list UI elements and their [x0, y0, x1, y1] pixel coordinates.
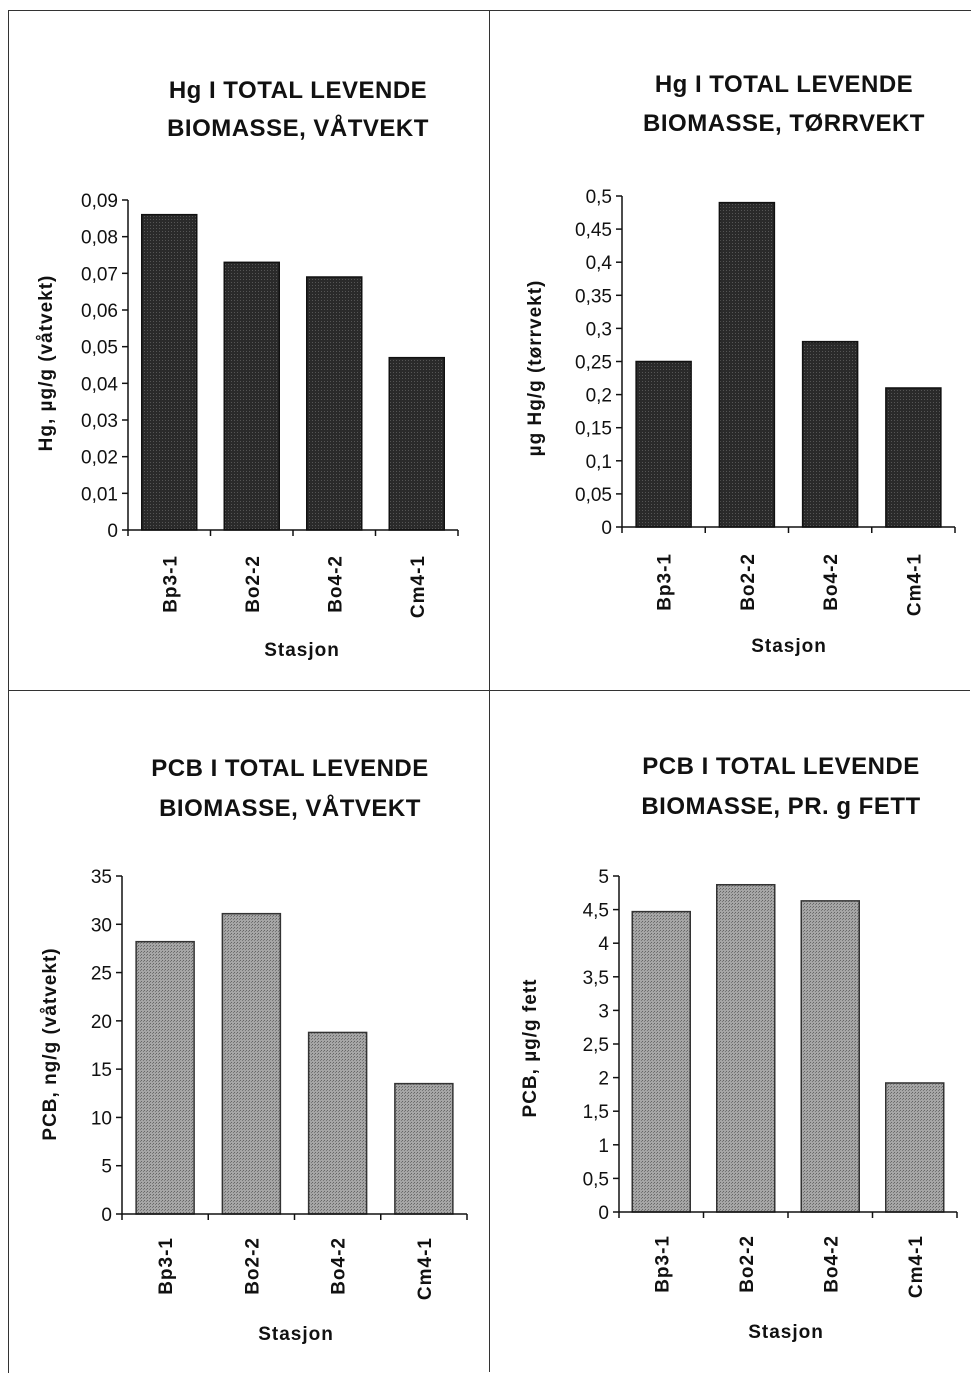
bar-bo2-2 [221, 912, 282, 1215]
y-tick-label: 5 [598, 867, 609, 888]
chart-hg-vatvekt: Hg I TOTAL LEVENDE BIOMASSE, VÅTVEKT Hg,… [36, 77, 459, 661]
y-tick-label: 10 [91, 1108, 112, 1129]
y-tick-label: 0,4 [586, 253, 613, 274]
chart-title-line-1: PCB I TOTAL LEVENDE [151, 755, 429, 782]
y-tick-label: 0,5 [583, 1169, 609, 1190]
y-tick-label: 3 [598, 1001, 609, 1022]
bar-bo4-2 [306, 276, 363, 531]
category-label: Bp3-1 [156, 1237, 177, 1295]
category-label: Bo4-2 [329, 1237, 350, 1295]
y-tick-label: 0,07 [81, 264, 118, 285]
y-tick-label: 0,25 [575, 353, 612, 374]
category-label: Bo4-2 [821, 553, 842, 611]
chart-title-line-2: BIOMASSE, VÅTVEKT [167, 114, 429, 142]
y-tick-label: 0,05 [81, 338, 118, 359]
bar-cm4-1 [394, 1082, 454, 1215]
category-label: Bp3-1 [655, 553, 676, 611]
chart-pcb-fett: PCB I TOTAL LEVENDE BIOMASSE, PR. g FETT… [520, 753, 958, 1343]
y-tick-label: 20 [91, 1012, 112, 1033]
y-tick-label: 4 [598, 934, 609, 955]
y-tick-label: 0,15 [575, 419, 612, 440]
x-axis-label: Stasjon [751, 636, 827, 657]
chart-pcb-vatvekt: PCB I TOTAL LEVENDE BIOMASSE, VÅTVEKT PC… [40, 755, 468, 1345]
chart-hg-torrvekt: Hg I TOTAL LEVENDE BIOMASSE, TØRRVEKT µg… [525, 71, 956, 657]
y-tick-label: 0,03 [81, 411, 118, 432]
y-tick-label: 0,06 [81, 301, 118, 322]
bar-bo2-2 [223, 261, 280, 531]
y-tick-label: 0 [107, 521, 118, 542]
category-label: Bo2-2 [737, 1235, 758, 1293]
y-tick-label: 0,3 [586, 319, 612, 340]
y-axis-label: Hg, µg/g (våtvekt) [36, 275, 57, 452]
category-label: Bo4-2 [325, 555, 346, 613]
chart-title-line-1: Hg I TOTAL LEVENDE [169, 77, 427, 104]
y-tick-label: 0 [101, 1205, 112, 1226]
y-tick-label: 1 [598, 1136, 609, 1157]
y-tick-label: 15 [91, 1060, 112, 1081]
category-label: Bp3-1 [652, 1235, 673, 1293]
category-label: Cm4-1 [408, 555, 429, 618]
y-tick-label: 30 [91, 915, 112, 936]
y-tick-label: 0 [598, 1203, 609, 1224]
y-tick-label: 1,5 [583, 1102, 609, 1123]
chart-title-line-2: BIOMASSE, PR. g FETT [641, 793, 920, 820]
chart-title-line-2: BIOMASSE, VÅTVEKT [159, 794, 421, 822]
bar-bp3-1 [135, 940, 195, 1215]
y-tick-label: 0,1 [586, 452, 612, 473]
y-tick-label: 0,01 [81, 484, 118, 505]
y-axis-label: PCB, µg/g fett [520, 979, 541, 1118]
category-label: Bp3-1 [160, 555, 181, 613]
y-tick-label: 0,2 [586, 386, 612, 407]
y-tick-label: 0,04 [81, 374, 118, 395]
bar-bo4-2 [801, 340, 859, 528]
y-tick-label: 0,08 [81, 228, 118, 249]
bar-bo2-2 [718, 201, 776, 528]
chart-title-line-2: BIOMASSE, TØRRVEKT [643, 110, 925, 137]
category-label: Bo2-2 [242, 1237, 263, 1295]
category-label: Bo2-2 [738, 553, 759, 611]
y-tick-label: 35 [91, 867, 112, 888]
x-axis-label: Stasjon [258, 1324, 334, 1345]
bar-bp3-1 [635, 360, 692, 528]
y-tick-label: 0,45 [575, 220, 612, 241]
panel-divider-horizontal [8, 690, 970, 691]
x-axis-label: Stasjon [748, 1322, 824, 1343]
category-label: Bo2-2 [243, 555, 264, 613]
chart-title-line-1: PCB I TOTAL LEVENDE [642, 753, 920, 780]
bar-cm4-1 [388, 356, 445, 531]
y-tick-label: 0,02 [81, 448, 118, 469]
y-tick-label: 4,5 [583, 901, 609, 922]
bar-cm4-1 [885, 387, 942, 528]
y-tick-label: 0,5 [586, 187, 612, 208]
y-tick-label: 0,35 [575, 286, 612, 307]
bar-bo2-2 [716, 883, 776, 1213]
y-tick-label: 0,09 [81, 191, 118, 212]
bar-bo4-2 [800, 900, 860, 1213]
y-tick-label: 2 [598, 1069, 609, 1090]
panel-divider-vertical [489, 10, 490, 1372]
category-label: Bo4-2 [821, 1235, 842, 1293]
y-tick-label: 3,5 [583, 968, 609, 989]
y-axis-label: µg Hg/g (tørrvekt) [525, 280, 546, 457]
bar-bo4-2 [307, 1031, 368, 1215]
chart-title-line-1: Hg I TOTAL LEVENDE [655, 71, 913, 98]
category-label: Cm4-1 [415, 1237, 436, 1300]
bar-bp3-1 [631, 910, 691, 1213]
y-tick-label: 5 [101, 1157, 112, 1178]
category-label: Cm4-1 [904, 553, 925, 616]
x-axis-label: Stasjon [264, 640, 340, 661]
category-label: Cm4-1 [906, 1235, 927, 1298]
bar-bp3-1 [141, 213, 198, 531]
y-axis-label: PCB, ng/g (våtvekt) [40, 947, 61, 1140]
y-tick-label: 25 [91, 964, 112, 985]
y-tick-label: 0 [601, 518, 612, 539]
y-tick-label: 2,5 [583, 1035, 609, 1056]
bar-cm4-1 [885, 1082, 945, 1213]
y-tick-label: 0,05 [575, 485, 612, 506]
